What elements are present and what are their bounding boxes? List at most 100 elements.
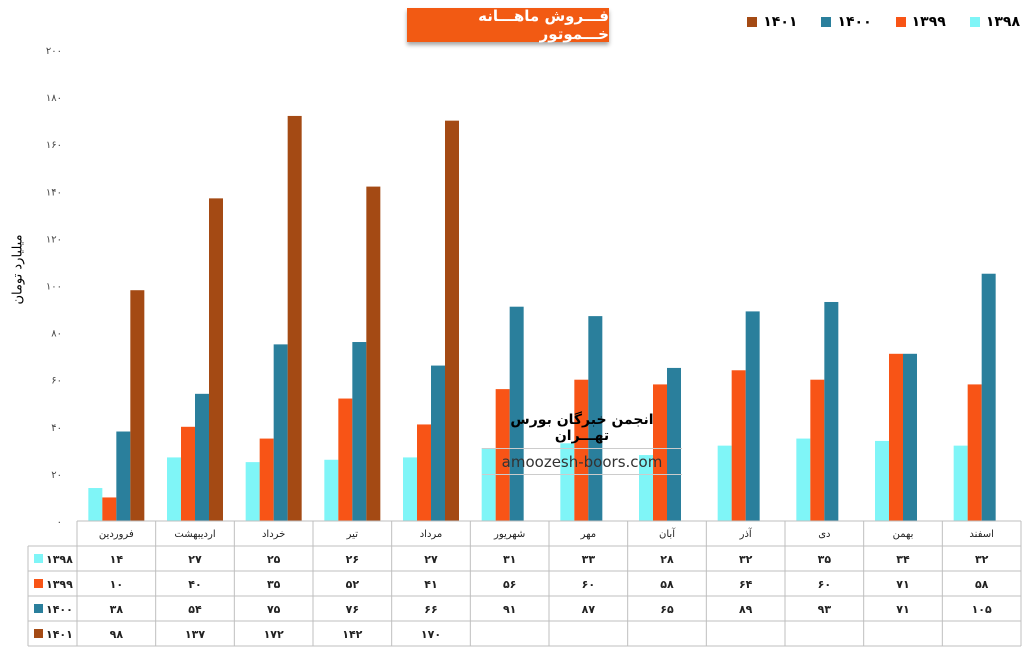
legend-item: ۱۳۹۸ (969, 14, 1020, 30)
data-value-label: ۹۳ (818, 603, 832, 616)
watermark-url: amoozesh-boors.com (482, 449, 682, 475)
category-label: تیر (346, 529, 359, 540)
bar (102, 497, 117, 521)
bar (796, 438, 811, 521)
data-value-label: ۳۲ (739, 553, 753, 566)
data-value-label: ۹۱ (503, 603, 516, 616)
bar (495, 389, 510, 521)
bar (953, 445, 968, 521)
table-series-name: ۱۳۹۸ (46, 553, 73, 566)
table-legend-swatch (34, 554, 43, 563)
y-tick-label: ۰ (57, 517, 62, 528)
bar (352, 342, 367, 521)
table-legend-swatch (34, 604, 43, 613)
category-label: آذر (739, 527, 753, 540)
chart-title: فـــروش ماهـــانه خـــموتور (407, 7, 609, 43)
bar (167, 457, 181, 521)
data-value-label: ۸۹ (739, 603, 753, 616)
bar (445, 120, 459, 522)
data-value-label: ۳۴ (896, 553, 910, 566)
data-value-label: ۷۶ (346, 603, 359, 616)
category-label: مهر (580, 529, 596, 540)
bar (889, 353, 903, 521)
watermark: انجمن خبرگان بورس تهـــران amoozesh-boor… (482, 412, 682, 475)
bar (981, 273, 996, 521)
data-value-label: ۱۴۲ (342, 628, 362, 641)
legend-label: ۱۴۰۱ (763, 14, 798, 30)
bar (875, 440, 889, 521)
data-value-label: ۴۱ (424, 578, 437, 591)
bar (287, 115, 302, 521)
bar (324, 459, 339, 521)
category-label: آبان (659, 527, 676, 540)
data-value-label: ۵۴ (188, 603, 202, 616)
y-tick-label: ۲۰۰ (46, 46, 62, 57)
data-value-label: ۶۴ (739, 578, 753, 591)
bar (259, 438, 274, 521)
bar (209, 198, 223, 522)
bar (745, 311, 760, 521)
bar (273, 344, 288, 521)
bar (717, 445, 732, 521)
data-value-label: ۶۰ (582, 578, 595, 591)
legend-swatch (895, 17, 906, 27)
bar (560, 443, 575, 521)
y-tick-label: ۱۴۰ (46, 187, 62, 198)
data-value-label: ۱۳۷ (185, 628, 205, 641)
data-value-label: ۷۱ (896, 578, 909, 591)
y-tick-label: ۴۰ (51, 423, 62, 434)
data-value-label: ۹۸ (110, 628, 124, 641)
legend-swatch (821, 17, 832, 27)
category-label: فروردین (99, 529, 134, 540)
data-value-label: ۵۲ (346, 578, 360, 591)
legend-label: ۱۴۰۰ (837, 14, 872, 30)
data-value-label: ۳۵ (818, 553, 832, 566)
bar (667, 367, 681, 521)
bar (574, 379, 589, 521)
legend-item: ۱۴۰۱ (747, 14, 797, 30)
data-value-label: ۲۷ (188, 553, 202, 566)
legend-label: ۱۳۹۹ (911, 14, 946, 30)
bar (130, 290, 145, 521)
bar (810, 379, 825, 521)
category-label: دی (818, 529, 830, 540)
data-value-label: ۶۶ (424, 603, 437, 616)
category-label: بهمن (893, 529, 914, 540)
data-value-label: ۸۷ (582, 603, 596, 616)
data-value-label: ۳۱ (503, 553, 516, 566)
data-value-label: ۲۷ (424, 553, 438, 566)
data-value-label: ۱۰ (110, 578, 123, 591)
category-label: مرداد (420, 529, 443, 540)
y-tick-label: ۱۶۰ (46, 140, 62, 151)
bar (431, 365, 445, 521)
y-tick-label: ۸۰ (51, 329, 62, 340)
data-value-label: ۴۰ (188, 578, 201, 591)
bar (588, 316, 603, 521)
bar (731, 370, 746, 521)
bar (88, 488, 103, 521)
bar (245, 462, 260, 521)
data-value-label: ۷۱ (896, 603, 909, 616)
y-tick-label: ۲۰ (51, 470, 62, 481)
table-series-name: ۱۴۰۰ (46, 603, 73, 616)
data-value-label: ۶۰ (818, 578, 831, 591)
data-value-label: ۱۴ (110, 553, 124, 566)
bar (653, 384, 667, 521)
bar (195, 393, 209, 521)
legend: ۱۳۹۸ ۱۳۹۹ ۱۴۰۰ ۱۴۰۱ (747, 14, 1020, 30)
category-label: اردیبهشت (174, 529, 215, 540)
y-tick-label: ۱۲۰ (46, 234, 62, 245)
bar (967, 384, 982, 521)
data-value-label: ۷۵ (267, 603, 281, 616)
bar (181, 426, 195, 521)
bar (639, 455, 653, 521)
bar (903, 353, 917, 521)
bar (116, 431, 131, 521)
bar (366, 186, 381, 521)
table-series-name: ۱۴۰۱ (46, 628, 73, 641)
data-value-label: ۳۸ (110, 603, 124, 616)
data-value-label: ۵۸ (975, 578, 989, 591)
table-series-name: ۱۳۹۹ (46, 578, 73, 591)
category-label: شهریور (493, 529, 525, 540)
